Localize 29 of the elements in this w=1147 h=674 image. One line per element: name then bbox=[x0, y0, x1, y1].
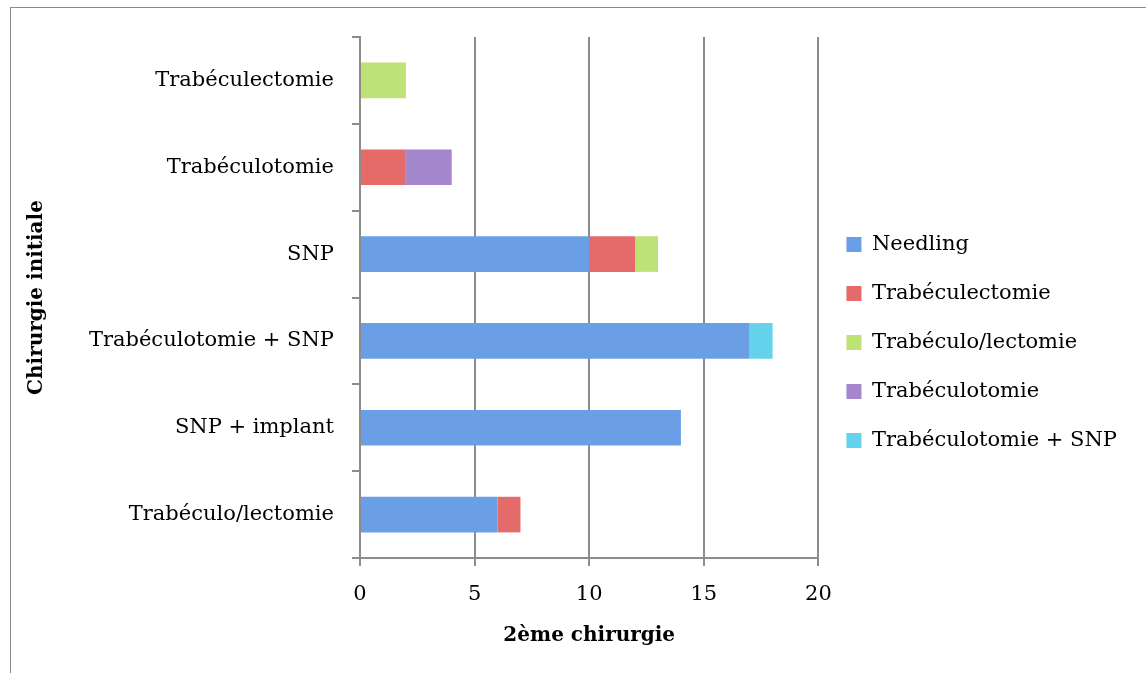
x-tick-label: 20 bbox=[805, 581, 832, 606]
legend-label: Trabéculectomie bbox=[871, 279, 1051, 304]
bar bbox=[749, 323, 773, 359]
x-axis-title: 2ème chirurgie bbox=[503, 622, 676, 647]
x-tick-label: 15 bbox=[690, 581, 718, 606]
y-tick-label: Trabéculo/lectomie bbox=[128, 501, 334, 526]
y-tick-label: Trabéculotomie bbox=[166, 153, 334, 178]
y-tick-label: SNP + implant bbox=[174, 414, 335, 439]
y-axis-title: Chirurgie initiale bbox=[23, 200, 48, 395]
bar bbox=[361, 149, 406, 186]
bar bbox=[361, 323, 750, 359]
bar bbox=[361, 496, 498, 533]
bar bbox=[361, 236, 590, 272]
bar bbox=[361, 62, 406, 99]
y-tick-label: Trabéculectomie bbox=[155, 66, 334, 91]
legend-label: Trabéculo/lectomie bbox=[871, 328, 1078, 353]
bar bbox=[405, 149, 452, 186]
bar bbox=[635, 236, 658, 272]
x-tick-label: 10 bbox=[575, 581, 603, 606]
y-tick-label: SNP bbox=[287, 240, 334, 265]
x-tick-label: 0 bbox=[353, 581, 367, 606]
legend-label: Trabéculotomie bbox=[871, 377, 1040, 402]
bar bbox=[497, 496, 521, 533]
x-tick-label: 5 bbox=[467, 581, 482, 606]
legend-label: Needling bbox=[871, 230, 970, 255]
y-tick-label: Trabéculotomie + SNP bbox=[88, 327, 334, 352]
bar bbox=[589, 236, 636, 272]
legend-label: Trabéculotomie + SNP bbox=[871, 426, 1117, 451]
bar bbox=[361, 409, 681, 446]
